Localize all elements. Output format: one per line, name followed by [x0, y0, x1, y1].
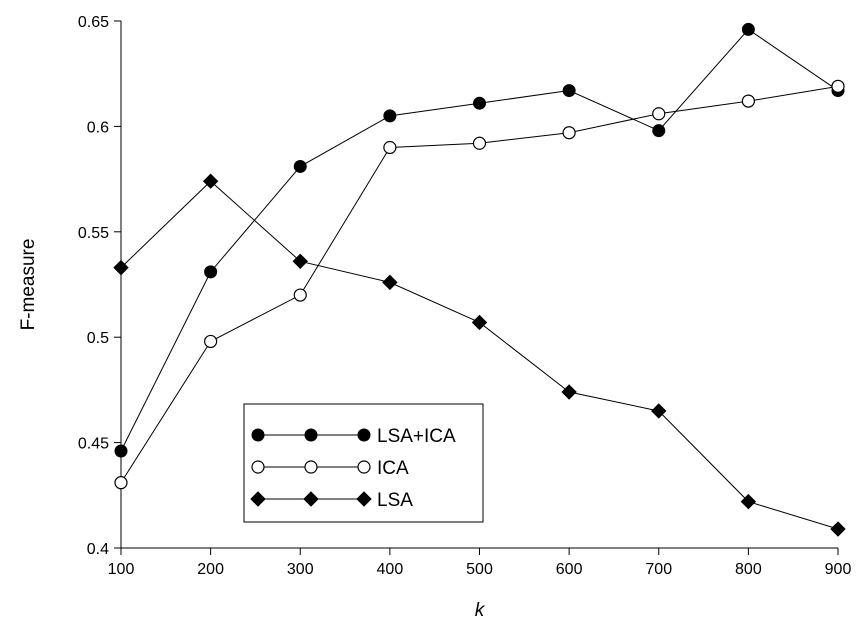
- data-point-lsa-ica: [114, 444, 128, 458]
- legend-marker: [303, 491, 319, 507]
- x-tick-label: 300: [287, 561, 314, 578]
- data-point-ica: [831, 79, 845, 93]
- series-lsa: [113, 173, 846, 537]
- data-point-lsa: [651, 403, 667, 419]
- legend-item-ica: ICA: [251, 458, 409, 479]
- legend-item-lsa-ica: LSA+ICA: [251, 426, 456, 447]
- legend-label: LSA+ICA: [377, 426, 456, 447]
- data-point-lsa: [202, 173, 219, 189]
- y-tick-label: 0.5: [87, 330, 109, 347]
- data-point-ica: [383, 140, 397, 155]
- plot-area: 100 200 300 400 500 600 700 800 900 0.40.450.50.…: [78, 14, 852, 578]
- y-tick-label: 0.45: [78, 436, 109, 453]
- legend-marker: [357, 428, 371, 442]
- legend-marker: [251, 460, 265, 474]
- data-point-lsa-ica: [473, 96, 486, 110]
- legend-marker: [357, 460, 371, 474]
- data-point-lsa-ica: [652, 124, 666, 138]
- data-point-lsa-ica: [383, 109, 397, 123]
- x-tick-label: 200: [197, 561, 224, 578]
- x-tick-label: 900: [825, 561, 852, 578]
- y-tick-label: 0.55: [78, 225, 109, 242]
- data-point-ica: [114, 476, 128, 490]
- x-tick-label: 100: [108, 561, 135, 578]
- x-tick-label: 700: [645, 561, 672, 578]
- y-tick-label: 0.6: [87, 119, 109, 136]
- data-point-ica: [741, 94, 755, 108]
- series-lsa-ica: [114, 22, 845, 458]
- legend-item-lsa: LSA: [250, 490, 413, 511]
- series-layer: [113, 22, 846, 537]
- data-point-ica: [472, 136, 487, 150]
- legend-marker: [251, 428, 265, 442]
- x-tick-label: 800: [735, 561, 762, 578]
- legend-label: ICA: [377, 458, 409, 479]
- data-point-ica: [204, 334, 218, 349]
- data-point-lsa: [382, 274, 398, 291]
- data-point-lsa: [292, 253, 308, 270]
- legend: LSA+ICA ICA LSA: [243, 403, 484, 523]
- x-tick-label: 400: [377, 561, 404, 578]
- data-point-ica: [293, 288, 307, 302]
- data-point-lsa-ica: [204, 265, 218, 279]
- x-axis-ticks: 100 200 300 400 500 600 700 800 900: [108, 548, 852, 578]
- y-tick-label: 0.4: [87, 541, 109, 558]
- x-tick-label: 500: [466, 561, 493, 578]
- legend-marker: [304, 428, 318, 442]
- y-axis-title: F-measure: [18, 239, 39, 331]
- series-line-lsa-ica: [120, 28, 839, 452]
- legend-marker: [356, 491, 372, 507]
- x-axis-title: k: [475, 600, 486, 621]
- x-tick-label: 600: [556, 561, 583, 578]
- data-point-lsa: [561, 384, 577, 400]
- y-tick-label: 0.65: [78, 14, 109, 31]
- data-point-lsa: [113, 259, 129, 276]
- data-point-lsa: [471, 314, 488, 331]
- series-ica: [114, 79, 845, 490]
- data-point-lsa-ica: [562, 84, 576, 98]
- legend-label: LSA: [377, 490, 413, 511]
- data-point-lsa-ica: [741, 22, 755, 36]
- data-point-ica: [652, 107, 666, 121]
- legend-marker: [250, 491, 266, 507]
- data-point-lsa-ica: [293, 159, 307, 173]
- data-point-lsa: [830, 521, 846, 537]
- data-point-ica: [562, 126, 576, 140]
- legend-marker: [304, 460, 318, 474]
- data-point-lsa: [740, 493, 757, 510]
- y-axis-ticks: 0.4 0.45 0.5 0.55 0.6 0.65: [78, 14, 121, 558]
